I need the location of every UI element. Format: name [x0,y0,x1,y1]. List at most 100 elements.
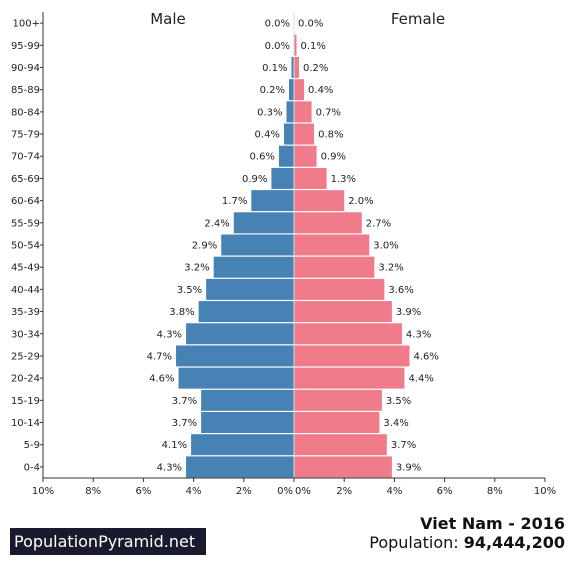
age-group-label: 40-44 [11,285,40,296]
age-group-label: 30-34 [11,329,40,340]
female-bar-55-59 [294,212,362,234]
male-value-label: 3.7% [172,396,197,407]
female-bar-80-84 [294,101,312,123]
female-value-label: 3.9% [396,462,421,473]
male-bar-50-54 [221,234,294,256]
x-tick-label-right: 6% [437,486,453,497]
population-prefix: Population: [369,533,464,552]
female-value-label: 0.4% [308,85,333,96]
bars-group: 0.0% 0.0% 0.0% 0.1% 0.1% 0.2% 0.2% 0.4% 0.3% 0.7%… [147,19,439,478]
age-group-label: 15-19 [11,396,40,407]
male-bar-70-74 [278,145,294,167]
male-bar-35-39 [198,301,294,323]
female-bar-90-94 [294,56,300,78]
brand-logo[interactable]: PopulationPyramid.net [10,528,206,555]
female-value-label: 0.1% [301,41,326,52]
male-bar-0-4 [186,456,294,478]
male-bar-20-24 [178,367,294,389]
female-bar-40-44 [294,278,385,300]
female-bar-10-14 [294,412,380,434]
male-value-label: 4.1% [162,440,187,451]
female-title: Female [391,10,445,28]
x-tick-label-left: 10% [32,486,54,497]
male-value-label: 3.2% [184,263,209,274]
female-bar-50-54 [294,234,370,256]
age-group-label: 95-99 [11,41,40,52]
female-bar-45-49 [294,256,375,278]
female-value-label: 3.0% [373,241,398,252]
female-bar-15-19 [294,389,382,411]
age-group-label: 100+ [13,19,40,30]
x-tick-label-right: 8% [487,486,503,497]
male-bar-25-29 [176,345,294,367]
female-bar-25-29 [294,345,410,367]
x-tick-label-left: 8% [85,486,101,497]
x-tick-label-right: 2% [336,486,352,497]
female-value-label: 3.5% [386,396,411,407]
age-group-label: 85-89 [11,85,40,96]
male-title: Male [150,10,186,28]
age-group-label: 5-9 [24,440,40,451]
male-value-label: 0.9% [242,174,267,185]
female-bar-0-4 [294,456,392,478]
male-bar-75-79 [283,123,294,145]
female-bar-95-99 [294,34,297,56]
male-bar-15-19 [201,389,294,411]
male-value-label: 2.9% [192,241,217,252]
male-value-label: 2.4% [204,218,229,229]
age-group-label: 20-24 [11,374,40,385]
country-year: Viet Nam - 2016 [420,514,565,533]
male-bar-60-64 [251,190,294,212]
male-bar-90-94 [291,56,294,78]
male-value-label: 0.0% [265,41,290,52]
male-value-label: 3.7% [172,418,197,429]
male-value-label: 0.3% [257,107,282,118]
population-pyramid-chart: Male Female 0.0% 0.0% 0.0% 0.1% 0.1% 0.2% 0.2%… [11,10,556,497]
male-bar-65-69 [271,167,294,189]
female-bar-60-64 [294,190,345,212]
female-value-label: 2.7% [366,218,391,229]
female-value-label: 3.7% [391,440,416,451]
male-value-label: 4.3% [157,329,182,340]
female-value-label: 4.4% [408,374,433,385]
age-group-label: 45-49 [11,263,40,274]
male-value-label: 3.8% [169,307,194,318]
female-bar-35-39 [294,301,392,323]
male-bar-55-59 [233,212,294,234]
x-tick-label-left: 2% [236,486,252,497]
male-value-label: 1.7% [222,196,247,207]
axes-group: 100+ 95-99 90-94 85-89 80-84 75-79 70-74 65-69 6… [11,12,556,497]
female-value-label: 0.7% [316,107,341,118]
female-bar-30-34 [294,323,402,345]
age-group-label: 50-54 [11,241,40,252]
x-tick-label-left: 4% [186,486,202,497]
age-group-label: 70-74 [11,152,40,163]
female-value-label: 3.6% [388,285,413,296]
female-bar-70-74 [294,145,317,167]
male-value-label: 0.0% [265,19,290,30]
male-bar-30-34 [186,323,294,345]
age-group-label: 35-39 [11,307,40,318]
female-value-label: 3.9% [396,307,421,318]
age-group-label: 90-94 [11,63,40,74]
male-value-label: 4.6% [149,374,174,385]
x-tick-label-right: 0% [295,486,311,497]
female-value-label: 2.0% [348,196,373,207]
female-value-label: 0.9% [321,152,346,163]
age-group-label: 55-59 [11,218,40,229]
female-value-label: 3.4% [383,418,408,429]
female-bar-65-69 [294,167,327,189]
female-bar-5-9 [294,434,387,456]
female-value-label: 4.6% [413,351,438,362]
male-value-label: 3.5% [177,285,202,296]
female-bar-20-24 [294,367,405,389]
x-tick-label-right: 10% [534,486,556,497]
age-group-label: 60-64 [11,196,40,207]
age-group-label: 0-4 [24,462,40,473]
female-value-label: 1.3% [331,174,356,185]
female-value-label: 3.2% [378,263,403,274]
x-tick-label-left: 6% [135,486,151,497]
female-value-label: 4.3% [406,329,431,340]
x-tick-label-left: 0% [277,486,293,497]
age-group-label: 65-69 [11,174,40,185]
